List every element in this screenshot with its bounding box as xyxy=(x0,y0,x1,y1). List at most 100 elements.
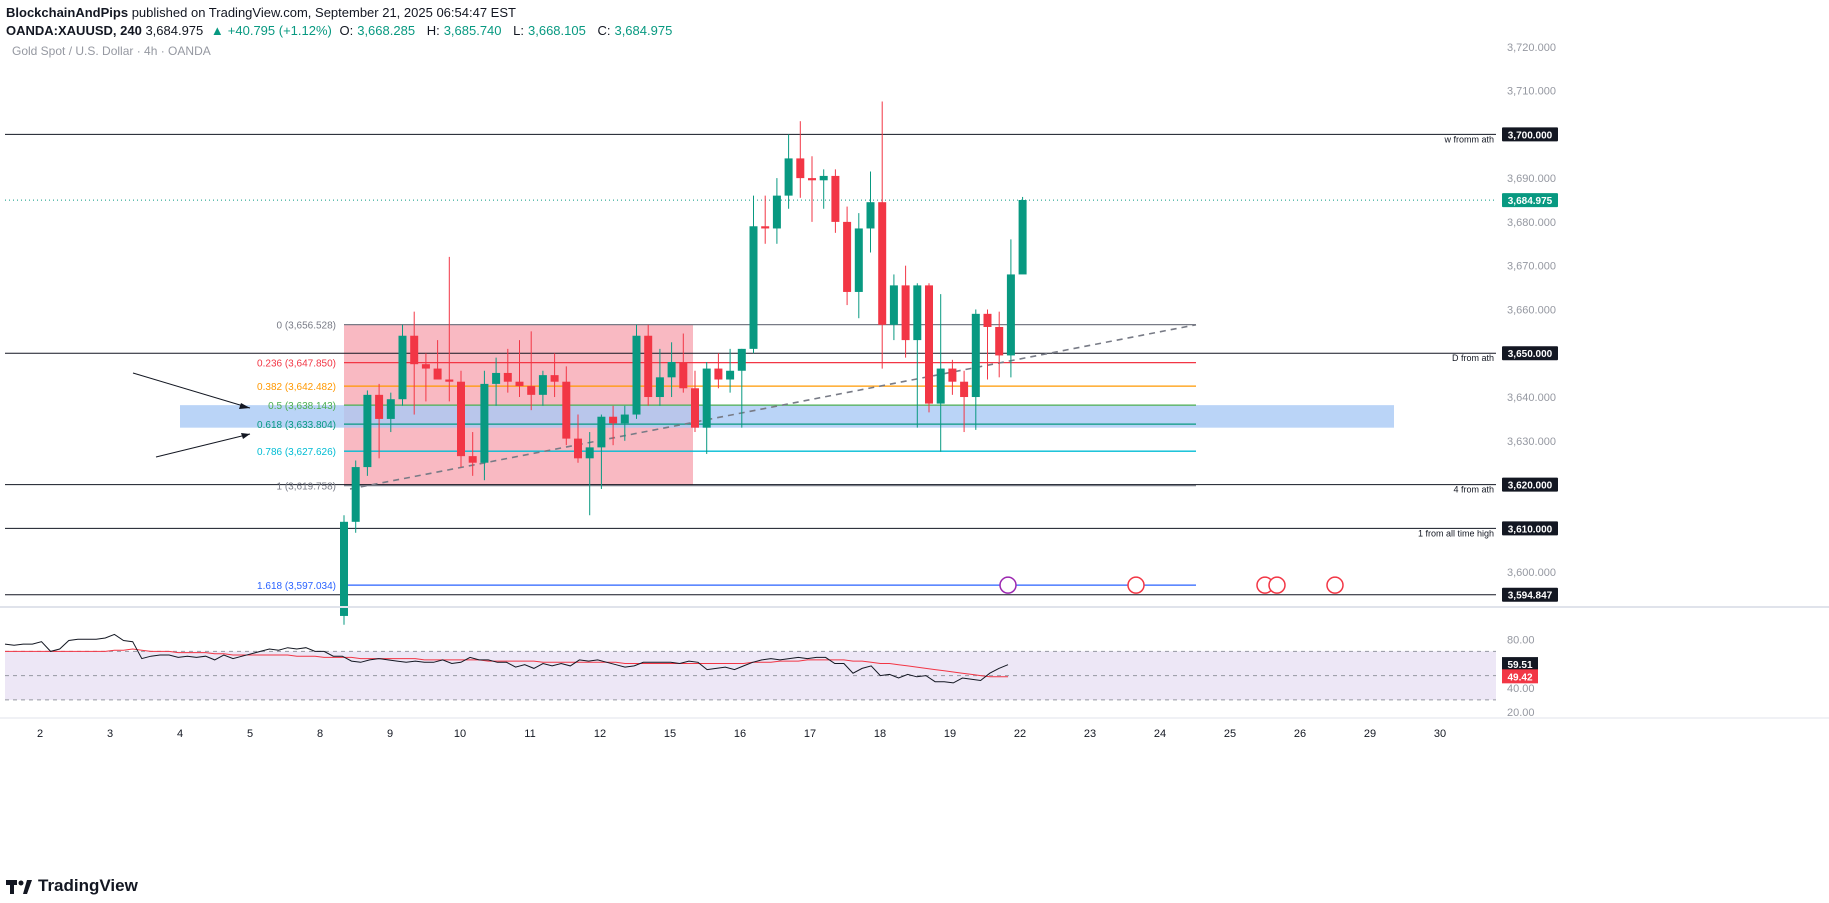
candle-body[interactable] xyxy=(585,447,594,459)
candle-body[interactable] xyxy=(386,399,395,419)
price-axis-marker xyxy=(1502,587,1558,602)
tradingview-brand[interactable]: TradingView xyxy=(6,876,138,896)
candle-body[interactable] xyxy=(737,348,746,371)
candle-body[interactable] xyxy=(351,467,360,522)
level-note: w fromm ath xyxy=(1443,134,1494,144)
candle-body[interactable] xyxy=(632,335,641,415)
candle-body[interactable] xyxy=(702,368,711,428)
price-axis-marker-label: 3,610.000 xyxy=(1508,524,1553,535)
candle-body[interactable] xyxy=(960,381,969,398)
candle-body[interactable] xyxy=(878,202,887,325)
candle-body[interactable] xyxy=(515,381,524,387)
candle-body[interactable] xyxy=(843,221,852,292)
annotation-arrow[interactable] xyxy=(132,372,251,409)
tradingview-logo-icon xyxy=(6,879,32,894)
fib-level-label: 0.5 (3,638.143) xyxy=(268,401,336,412)
us-flag-event-icon[interactable] xyxy=(1268,576,1286,594)
candle-body[interactable] xyxy=(784,158,793,196)
candle-body[interactable] xyxy=(538,375,547,395)
x-tick-label: 4 xyxy=(177,728,183,740)
symbol-line: OANDA:XAUUSD, 240 3,684.975 ▲ +40.795 (+1… xyxy=(6,22,680,40)
candle-body[interactable] xyxy=(503,372,512,382)
current-price-marker xyxy=(1502,193,1558,208)
candle-body[interactable] xyxy=(433,368,442,380)
candle-body[interactable] xyxy=(340,521,348,616)
candle-body[interactable] xyxy=(609,416,618,424)
candle-body[interactable] xyxy=(492,372,501,384)
candle-body[interactable] xyxy=(761,226,770,229)
candle-body[interactable] xyxy=(445,379,454,382)
candle-body[interactable] xyxy=(574,438,582,459)
candle-body[interactable] xyxy=(457,381,465,457)
x-tick-label: 18 xyxy=(874,728,886,740)
candle-body[interactable] xyxy=(421,364,430,369)
candle-body[interactable] xyxy=(995,326,1004,356)
candle-body[interactable] xyxy=(679,362,688,389)
x-tick-label: 25 xyxy=(1224,728,1236,740)
candle-body[interactable] xyxy=(644,335,653,398)
fib-level-label: 0.786 (3,627.626) xyxy=(257,447,336,458)
y-tick-label: 3,660.000 xyxy=(1507,304,1556,316)
chart-canvas[interactable]: Gold Spot / U.S. Dollar · 4h · OANDA 3,60… xyxy=(0,0,1829,880)
candle-body[interactable] xyxy=(913,285,922,341)
publish-line: BlockchainAndPips published on TradingVi… xyxy=(6,4,680,22)
candle-body[interactable] xyxy=(889,285,898,325)
candle-body[interactable] xyxy=(1006,274,1015,356)
publisher-name[interactable]: BlockchainAndPips xyxy=(6,5,129,20)
candle-body[interactable] xyxy=(620,414,629,424)
candle-body[interactable] xyxy=(854,228,863,292)
candle-body[interactable] xyxy=(971,313,980,398)
candle-body[interactable] xyxy=(714,368,723,380)
candle-body[interactable] xyxy=(925,285,933,404)
y-tick-label: 3,710.000 xyxy=(1507,86,1556,98)
y-tick-label: 3,680.000 xyxy=(1507,217,1556,229)
rsi-tick-label: 80.00 xyxy=(1507,634,1535,646)
candle-body[interactable] xyxy=(901,285,910,341)
x-tick-label: 22 xyxy=(1014,728,1026,740)
candle-body[interactable] xyxy=(948,368,957,382)
candle-body[interactable] xyxy=(597,416,606,448)
symbol-name[interactable]: OANDA:XAUUSD, 240 xyxy=(6,23,142,38)
x-tick-label: 8 xyxy=(317,728,323,740)
current-price-label: 3,684.975 xyxy=(1508,196,1553,207)
candle-body[interactable] xyxy=(527,386,536,395)
lightning-event-icon[interactable] xyxy=(999,576,1017,594)
us-flag-event-icon[interactable] xyxy=(1127,576,1145,594)
candle-body[interactable] xyxy=(983,313,992,327)
candle-body[interactable] xyxy=(808,178,816,181)
candle-body[interactable] xyxy=(726,370,735,380)
candle-body[interactable] xyxy=(655,377,664,398)
candle-body[interactable] xyxy=(398,335,407,400)
us-flag-event-icon[interactable] xyxy=(1326,576,1344,594)
trendline[interactable] xyxy=(349,323,1197,490)
ohlc-low: L: 3,668.105 xyxy=(513,23,586,38)
candle-body[interactable] xyxy=(468,456,477,463)
candle-body[interactable] xyxy=(819,175,828,181)
y-tick-label: 3,670.000 xyxy=(1507,261,1556,273)
candle-body[interactable] xyxy=(363,394,372,468)
candle-body[interactable] xyxy=(480,383,489,463)
annotation-arrow[interactable] xyxy=(155,433,251,458)
published-text: published on TradingView.com, September … xyxy=(131,5,516,20)
candle-body[interactable] xyxy=(866,202,875,229)
candle-body[interactable] xyxy=(562,381,571,439)
x-tick-label: 11 xyxy=(524,728,535,740)
price-axis-marker xyxy=(1502,521,1558,536)
candle-body[interactable] xyxy=(772,195,781,229)
rsi-value-label: 59.51 xyxy=(1507,660,1532,671)
candle-body[interactable] xyxy=(667,362,676,378)
x-tick-label: 5 xyxy=(247,728,253,740)
candle-body[interactable] xyxy=(691,388,699,428)
candle-body[interactable] xyxy=(410,335,419,365)
fib-level-label: 0.236 (3,647.850) xyxy=(257,359,336,370)
candle-body[interactable] xyxy=(550,375,559,382)
candle-body[interactable] xyxy=(831,175,840,222)
candle-body[interactable] xyxy=(375,394,384,419)
candle-body[interactable] xyxy=(749,226,758,349)
annotation-arrowhead xyxy=(239,403,250,409)
x-tick-label: 16 xyxy=(734,728,746,740)
candle-body[interactable] xyxy=(1018,200,1027,275)
candle-body[interactable] xyxy=(796,158,805,179)
rsi-ma-marker xyxy=(1502,669,1538,684)
candle-body[interactable] xyxy=(936,368,945,404)
